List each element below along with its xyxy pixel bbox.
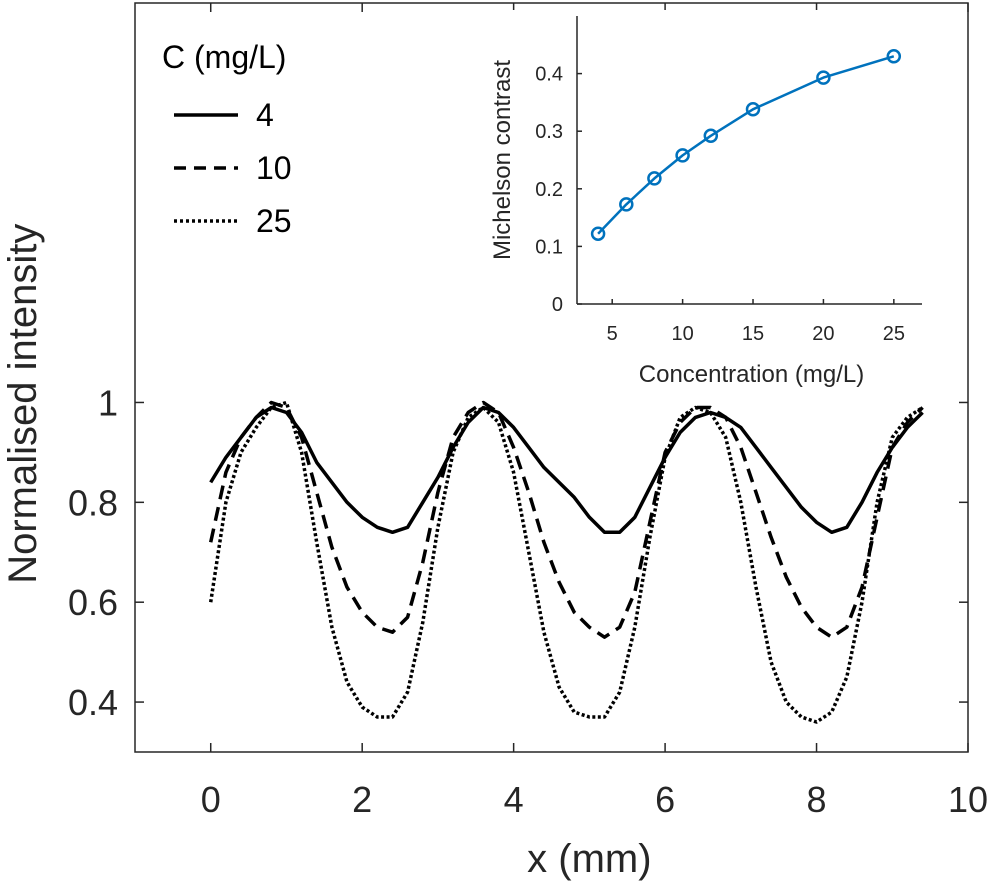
legend-label-10: 10 xyxy=(256,150,292,186)
main-y-tick-label: 1 xyxy=(98,382,118,423)
main-x-tick-label: 0 xyxy=(201,779,221,820)
inset-series xyxy=(590,49,902,241)
main-y-tick-label: 0.4 xyxy=(68,682,118,723)
main-x-ticks: 0 2 4 6 8 10 xyxy=(201,3,988,820)
inset-data-point xyxy=(619,197,634,212)
inset-x-ticks: 5 10 15 20 25 xyxy=(607,299,905,345)
main-x-tick-label: 10 xyxy=(948,779,988,820)
main-y-axis-label: Normalised intensity xyxy=(1,224,45,584)
legend-label-25: 25 xyxy=(256,203,292,239)
inset-y-tick-label: 0.4 xyxy=(535,64,563,86)
main-y-ticks: 0.4 0.6 0.8 1 xyxy=(68,382,968,723)
series-line-4 xyxy=(209,405,924,535)
inset-y-tick-label: 0 xyxy=(552,294,563,316)
main-series-lines xyxy=(208,400,924,724)
inset-data-point xyxy=(703,128,719,144)
inset-x-tick-label: 15 xyxy=(742,323,764,345)
legend: C (mg/L) 4 10 25 xyxy=(162,39,292,239)
series-line-10 xyxy=(208,400,924,639)
inset-data-point xyxy=(816,70,831,85)
inset-x-tick-label: 5 xyxy=(607,323,618,345)
main-x-tick-label: 6 xyxy=(655,779,675,820)
inset-chart: 5 10 15 20 25 0 0.1 0.2 0.3 0.4 Concentration (m… xyxy=(478,10,936,388)
main-x-tick-label: 4 xyxy=(504,779,524,820)
main-x-tick-label: 2 xyxy=(352,779,372,820)
series-line-25 xyxy=(208,400,924,724)
inset-y-tick-label: 0.2 xyxy=(535,179,563,201)
main-y-tick-label: 0.6 xyxy=(68,582,118,623)
legend-title: C (mg/L) xyxy=(162,39,286,75)
inset-y-axis-label: Michelson contrast xyxy=(489,60,516,260)
inset-y-tick-label: 0.1 xyxy=(535,236,563,258)
inset-x-axis-label: Concentration (mg/L) xyxy=(639,361,864,388)
legend-label-4: 4 xyxy=(256,97,274,133)
inset-x-tick-label: 20 xyxy=(812,323,834,345)
inset-y-ticks: 0 0.1 0.2 0.3 0.4 xyxy=(535,64,582,316)
inset-x-tick-label: 10 xyxy=(671,323,693,345)
inset-data-point xyxy=(647,171,662,186)
inset-data-point xyxy=(886,49,902,64)
main-x-tick-label: 8 xyxy=(807,779,827,820)
inset-data-point xyxy=(675,148,690,163)
inset-x-tick-label: 25 xyxy=(883,323,905,345)
inset-data-point xyxy=(590,226,606,241)
main-x-axis-label: x (mm) xyxy=(527,837,651,881)
main-y-tick-label: 0.8 xyxy=(68,482,118,523)
inset-y-tick-label: 0.3 xyxy=(535,121,563,143)
inset-data-point xyxy=(745,102,761,117)
inset-background xyxy=(478,10,936,388)
